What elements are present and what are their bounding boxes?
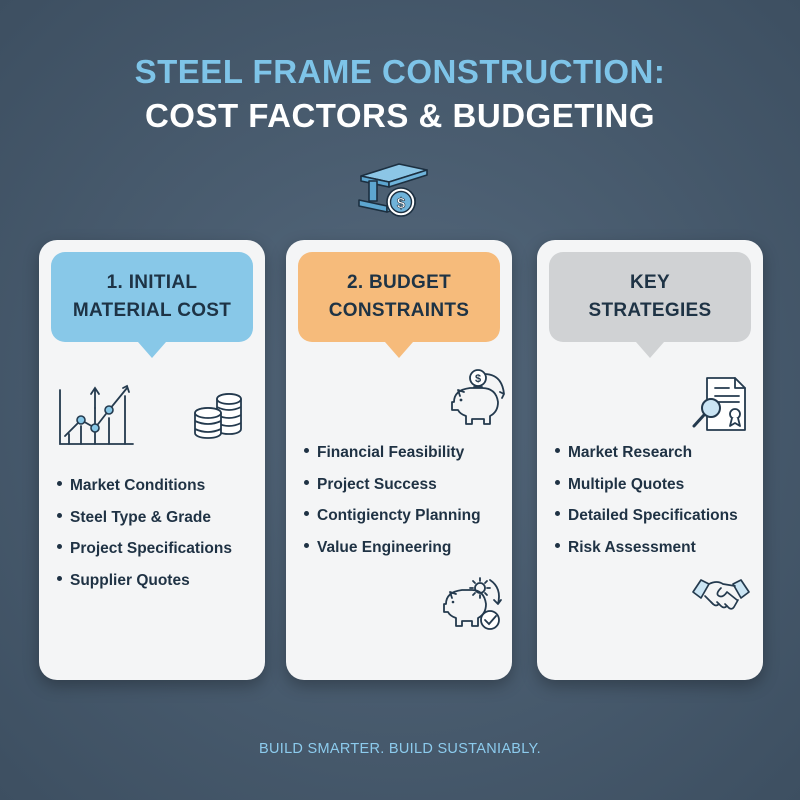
card-heading: 2. BUDGET CONSTRAINTS	[298, 252, 500, 358]
title-line-2: COST FACTORS & BUDGETING	[144, 97, 656, 134]
factor-list: Market Conditions Steel Type & Grade Pro…	[57, 470, 232, 596]
card-heading: KEY STRATEGIES	[549, 252, 751, 358]
piggy-bank-dollar-icon: $	[451, 369, 505, 425]
card-heading: 1. INITIAL MATERIAL COST	[51, 252, 253, 358]
heading-line-1: 1. INITIAL	[106, 272, 198, 293]
list-item: Steel Type & Grade	[57, 502, 232, 534]
line-chart-icon	[59, 384, 134, 445]
heading-line-1: 2. BUDGET	[346, 272, 452, 293]
svg-text:$: $	[475, 373, 481, 385]
list-item: Project Specifications	[57, 533, 232, 565]
list-item: Supplier Quotes	[57, 565, 232, 597]
factor-list: Financial Feasibility Project Success Co…	[304, 437, 481, 563]
list-item: Market Conditions	[57, 470, 232, 502]
card-key-strategies: KEY STRATEGIES Market Research Multiple …	[537, 240, 763, 680]
page-title: STEEL FRAME CONSTRUCTION: COST FACTORS &…	[0, 52, 800, 136]
card-budget-constraints: 2. BUDGET CONSTRAINTS $ Financial Feasib…	[286, 240, 512, 680]
piggy-bank-gear-check-icon	[443, 577, 502, 630]
strategy-list: Market Research Multiple Quotes Detailed…	[555, 437, 738, 563]
heading-line-2: STRATEGIES	[588, 300, 712, 321]
list-item: Contigiencty Planning	[304, 500, 481, 532]
heading-line-2: MATERIAL COST	[72, 300, 232, 321]
list-item: Multiple Quotes	[555, 469, 738, 501]
heading-line-1: KEY	[630, 272, 670, 293]
title-line-1: STEEL FRAME CONSTRUCTION:	[134, 53, 666, 90]
coin-stack-icon	[194, 393, 242, 439]
list-item: Project Success	[304, 469, 481, 501]
list-item: Market Research	[555, 437, 738, 469]
list-item: Detailed Specifications	[555, 500, 738, 532]
svg-text:$: $	[397, 195, 406, 212]
document-magnifier-icon	[692, 377, 746, 431]
card-initial-material-cost: 1. INITIAL MATERIAL COST Market Conditio…	[39, 240, 265, 680]
list-item: Risk Assessment	[555, 532, 738, 564]
tagline: BUILD SMARTER. BUILD SUSTANIABLY.	[259, 741, 541, 757]
steel-beam-dollar-icon: $	[358, 163, 428, 217]
heading-line-2: CONSTRAINTS	[328, 300, 470, 321]
list-item: Value Engineering	[304, 532, 481, 564]
list-item: Financial Feasibility	[304, 437, 481, 469]
handshake-icon	[692, 579, 750, 610]
